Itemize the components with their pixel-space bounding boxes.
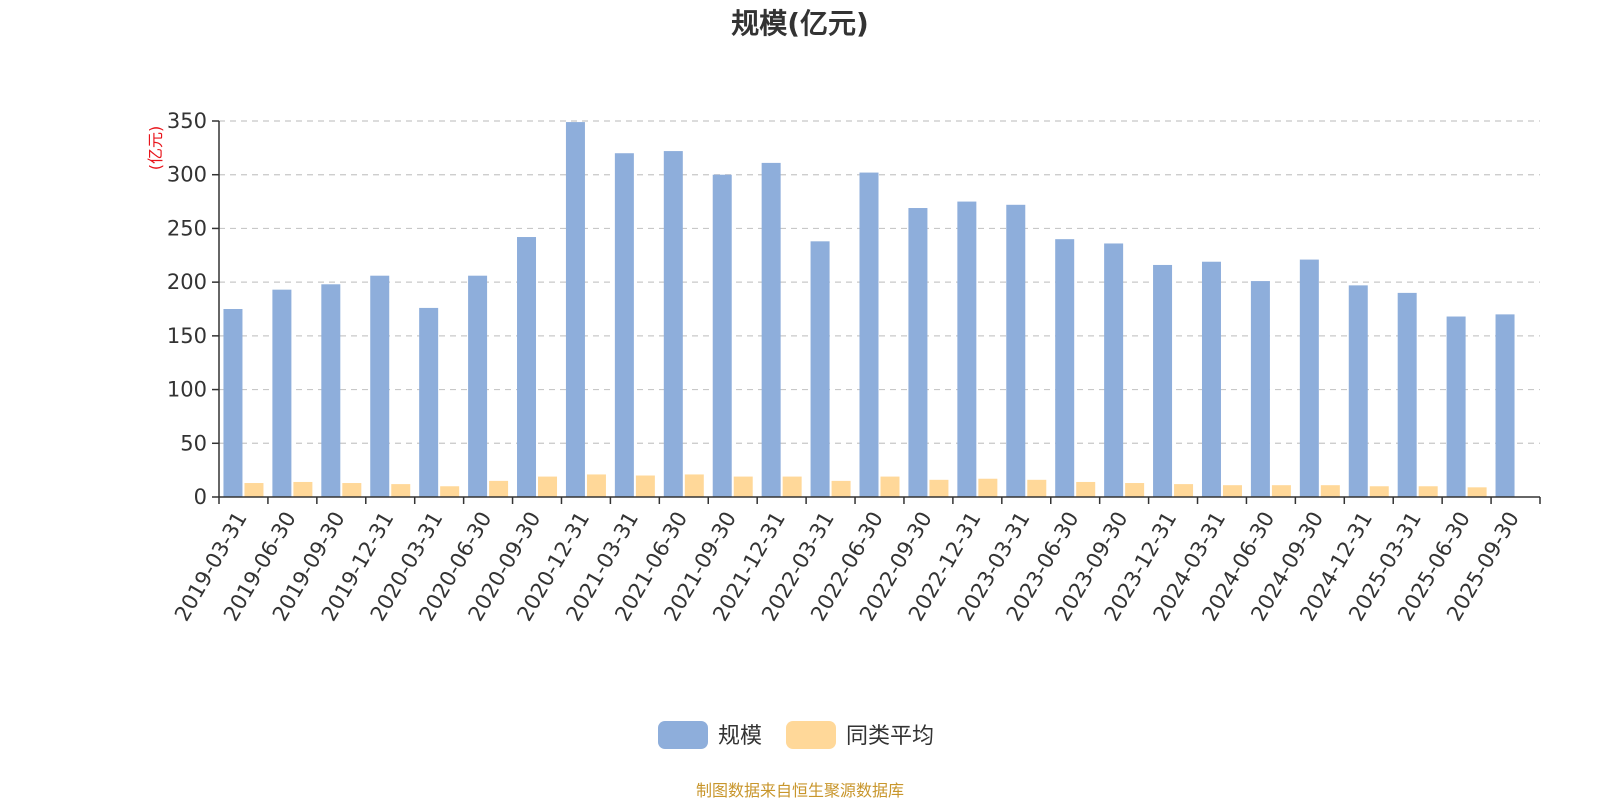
- y-tick-label: 100: [167, 378, 207, 402]
- bar-category-average[interactable]: [1271, 485, 1291, 497]
- y-axis-unit-label: (亿元): [146, 126, 165, 171]
- bar-category-average[interactable]: [489, 480, 509, 497]
- bar-scale[interactable]: [663, 151, 683, 497]
- y-tick-label: 250: [167, 216, 207, 240]
- bar-scale[interactable]: [321, 284, 341, 497]
- bar-category-average[interactable]: [1076, 481, 1096, 497]
- bar-category-average[interactable]: [1174, 484, 1194, 497]
- bar-scale[interactable]: [908, 208, 928, 497]
- bars: [223, 122, 1515, 498]
- bar-scale[interactable]: [1006, 204, 1026, 497]
- bar-scale[interactable]: [957, 201, 977, 498]
- legend-label[interactable]: 规模: [718, 724, 762, 749]
- bar-scale[interactable]: [468, 275, 488, 497]
- bar-scale[interactable]: [761, 162, 781, 497]
- y-tick-label: 150: [167, 324, 207, 348]
- bar-scale[interactable]: [565, 122, 585, 498]
- bar-category-average[interactable]: [1467, 487, 1487, 497]
- data-source-note: 制图数据来自恒生聚源数据库: [696, 781, 904, 800]
- bar-category-average[interactable]: [1222, 485, 1242, 497]
- y-tick-label: 300: [167, 163, 207, 187]
- legend-label[interactable]: 同类平均: [846, 724, 934, 749]
- bar-scale[interactable]: [370, 275, 390, 497]
- bar-category-average[interactable]: [1027, 479, 1047, 497]
- legend-swatch[interactable]: [658, 721, 708, 749]
- bar-scale[interactable]: [1104, 243, 1124, 497]
- bar-scale[interactable]: [223, 309, 243, 497]
- bar-category-average[interactable]: [1369, 486, 1389, 497]
- bar-category-average[interactable]: [293, 481, 313, 497]
- bar-category-average[interactable]: [929, 479, 949, 497]
- bar-scale[interactable]: [272, 289, 292, 497]
- bar-category-average[interactable]: [440, 486, 460, 497]
- bar-scale[interactable]: [712, 174, 732, 497]
- bar-scale[interactable]: [859, 172, 879, 497]
- bar-scale[interactable]: [810, 241, 830, 497]
- bar-scale[interactable]: [1153, 264, 1173, 497]
- y-tick-label: 200: [167, 270, 207, 294]
- chart-title: 规模(亿元): [731, 7, 869, 40]
- bar-category-average[interactable]: [635, 475, 655, 497]
- bar-category-average[interactable]: [538, 476, 558, 497]
- bar-category-average[interactable]: [1125, 483, 1145, 497]
- bar-category-average[interactable]: [733, 476, 753, 497]
- bar-scale[interactable]: [1397, 292, 1417, 497]
- bar-scale[interactable]: [419, 307, 439, 497]
- bar-category-average[interactable]: [1320, 485, 1340, 497]
- bar-category-average[interactable]: [1418, 486, 1438, 497]
- legend-swatch[interactable]: [786, 721, 836, 749]
- bar-category-average[interactable]: [342, 483, 362, 497]
- y-tick-label: 50: [180, 431, 207, 455]
- bar-scale[interactable]: [1055, 239, 1075, 497]
- bar-category-average[interactable]: [586, 474, 606, 497]
- bar-category-average[interactable]: [244, 483, 264, 497]
- bar-scale[interactable]: [1299, 259, 1319, 497]
- bar-category-average[interactable]: [391, 484, 411, 497]
- bar-scale[interactable]: [614, 153, 634, 497]
- bar-category-average[interactable]: [978, 478, 998, 497]
- bar-category-average[interactable]: [831, 480, 851, 497]
- bar-scale[interactable]: [1250, 281, 1270, 497]
- legend[interactable]: 规模 同类平均: [658, 721, 934, 749]
- y-tick-label: 0: [194, 485, 207, 509]
- bar-category-average[interactable]: [880, 476, 900, 497]
- bar-scale[interactable]: [1348, 285, 1368, 497]
- y-tick-label: 350: [167, 109, 207, 133]
- gridlines: [219, 120, 1540, 444]
- bar-category-average[interactable]: [684, 474, 704, 497]
- bar-scale[interactable]: [1495, 314, 1515, 497]
- bar-category-average[interactable]: [782, 476, 802, 497]
- bar-scale[interactable]: [517, 237, 537, 497]
- bar-scale[interactable]: [1446, 316, 1466, 497]
- bar-scale[interactable]: [1201, 261, 1221, 497]
